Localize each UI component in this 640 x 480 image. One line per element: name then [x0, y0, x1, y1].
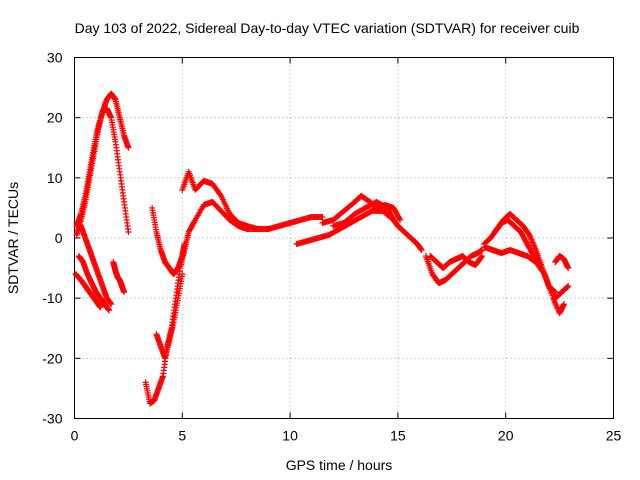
- series-arc-6: [75, 253, 112, 314]
- data-point: [217, 191, 224, 198]
- y-tick-label: -20: [42, 350, 62, 366]
- data-point: [319, 213, 326, 220]
- data-point: [97, 304, 104, 311]
- y-tick-label: 30: [47, 50, 63, 66]
- y-tick-label: 10: [47, 170, 63, 186]
- data-point: [397, 216, 404, 223]
- series-arc-10: [153, 271, 186, 362]
- data-point: [563, 284, 570, 291]
- x-tick-label: 0: [71, 428, 79, 444]
- chart-title: Day 103 of 2022, Sidereal Day-to-day VTE…: [75, 20, 580, 36]
- tick-labels: 0 5 10 15 20 25 -30 -20 -10 0 10 20 30: [42, 50, 621, 444]
- data-point: [478, 253, 485, 260]
- ticks: [74, 57, 614, 419]
- data-point: [564, 283, 571, 290]
- x-axis-label: GPS time / hours: [286, 457, 393, 473]
- series-arc-21: [552, 253, 572, 272]
- series-arc-2: [73, 105, 132, 235]
- series-arc-19: [481, 244, 567, 317]
- series-arc-20: [541, 271, 572, 302]
- y-tick-label: -30: [42, 411, 62, 427]
- data-point: [108, 301, 115, 308]
- y-axis-label: SDTVAR / TECUs: [5, 182, 21, 294]
- series-arc-14: [394, 222, 425, 254]
- data-point: [478, 253, 485, 260]
- y-tick-label: -10: [42, 290, 62, 306]
- series-arc-5: [72, 271, 104, 311]
- data-point: [125, 144, 132, 151]
- series-arc-3: [110, 259, 128, 296]
- data-point: [181, 241, 188, 248]
- x-tick-label: 15: [390, 428, 406, 444]
- x-tick-label: 10: [282, 428, 298, 444]
- data-marks: [72, 90, 572, 407]
- data-point: [179, 271, 186, 278]
- series-arc-15: [422, 247, 485, 287]
- data-point: [565, 265, 572, 272]
- data-point: [396, 215, 403, 222]
- data-point: [478, 247, 485, 254]
- series-arc-9: [179, 168, 261, 232]
- series-arc-8: [149, 204, 188, 278]
- x-tick-label: 5: [178, 428, 186, 444]
- series-arc-4: [73, 219, 115, 308]
- data-point: [565, 283, 572, 290]
- series-arc-7: [142, 198, 326, 407]
- x-tick-label: 20: [498, 428, 514, 444]
- x-tick-label: 25: [606, 428, 622, 444]
- series-arc-11: [293, 207, 397, 248]
- y-tick-label: 20: [47, 110, 63, 126]
- data-point: [105, 307, 112, 314]
- data-point: [254, 225, 261, 232]
- grid: [74, 57, 614, 419]
- data-point: [125, 228, 132, 235]
- data-point: [418, 247, 425, 254]
- data-point: [560, 301, 567, 308]
- series-arc-16: [427, 253, 485, 272]
- data-point: [121, 289, 128, 296]
- y-tick-label: 0: [55, 230, 63, 246]
